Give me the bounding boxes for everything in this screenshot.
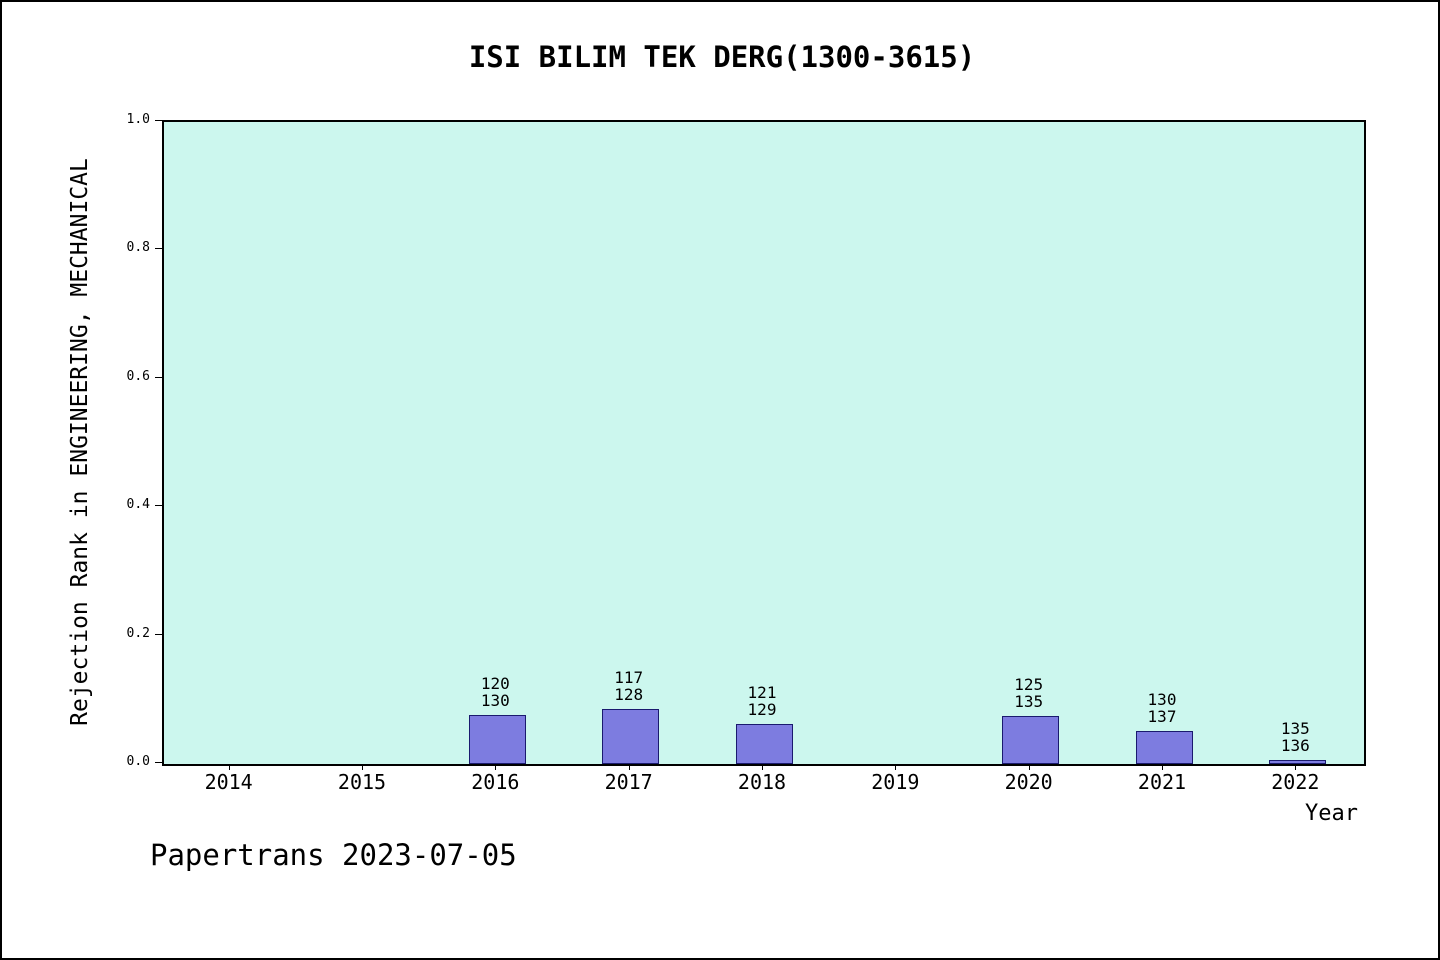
bar-denominator: 130: [480, 691, 510, 710]
bar-value-label: 121 129: [717, 684, 807, 718]
x-tick-label: 2021: [1137, 770, 1187, 794]
x-tick-label: 2019: [871, 770, 920, 794]
bar-value-label: 125 135: [984, 676, 1074, 710]
x-tick-mark: [1295, 764, 1297, 770]
y-tick-mark: [155, 633, 162, 635]
x-tick-label: 2022: [1271, 770, 1320, 794]
bar-denominator: 137: [1147, 707, 1177, 726]
y-tick-label: 1.0: [126, 112, 150, 127]
y-tick-label: 0.4: [126, 497, 150, 513]
bar: [1002, 716, 1060, 764]
y-tick-mark: [155, 762, 162, 763]
x-tick-label: 2016: [471, 770, 520, 794]
bar-value-label: 120 130: [450, 675, 540, 709]
bar: [468, 715, 526, 764]
y-tick-label: 0.2: [126, 625, 150, 641]
plot-area: [162, 120, 1366, 766]
x-tick-mark: [762, 764, 763, 770]
watermark-text: Papertrans 2023-07-05: [150, 838, 517, 872]
bar-numerator: 117: [614, 668, 644, 687]
y-tick-label: 0.0: [126, 754, 150, 769]
x-tick-label: 2020: [1004, 770, 1053, 794]
x-tick-mark: [228, 764, 230, 770]
x-tick-label: 2015: [337, 770, 387, 794]
bar-value-label: 130 137: [1117, 691, 1207, 725]
bar: [1135, 731, 1193, 764]
bar-denominator: 135: [1014, 692, 1044, 711]
bar-value-label: 117 128: [584, 669, 674, 703]
bar-denominator: 128: [614, 685, 644, 704]
y-tick-mark: [155, 376, 162, 378]
bar-numerator: 125: [1014, 675, 1044, 694]
x-tick-mark: [895, 764, 897, 770]
x-axis-label: Year: [1305, 801, 1358, 826]
x-tick-label: 2014: [204, 770, 253, 794]
x-tick-mark: [1028, 764, 1030, 770]
bar-numerator: 135: [1280, 719, 1310, 738]
x-tick-mark: [362, 764, 363, 770]
bar-numerator: 120: [480, 674, 510, 693]
y-tick-label: 0.6: [126, 368, 150, 384]
y-tick-mark: [155, 120, 162, 121]
y-tick-label: 0.8: [126, 240, 150, 256]
x-tick-mark: [495, 764, 497, 770]
bar-value-label: 135 136: [1250, 720, 1340, 754]
y-tick-mark: [155, 248, 162, 250]
y-tick-mark: [155, 505, 162, 507]
y-axis-label: Rejection Rank in ENGINEERING, MECHANICA…: [67, 158, 93, 726]
bar-denominator: 129: [747, 700, 777, 719]
bar-numerator: 130: [1147, 690, 1177, 709]
bar-numerator: 121: [747, 683, 777, 702]
bar-denominator: 136: [1280, 736, 1310, 755]
x-tick-label: 2018: [737, 770, 787, 794]
x-tick-mark: [1162, 764, 1163, 770]
bar: [602, 709, 660, 764]
bar: [1268, 760, 1326, 764]
x-tick-mark: [628, 764, 630, 770]
chart-title: ISI BILIM TEK DERG(1300-3615): [468, 40, 976, 74]
x-tick-label: 2017: [604, 770, 653, 794]
bar: [735, 724, 793, 764]
